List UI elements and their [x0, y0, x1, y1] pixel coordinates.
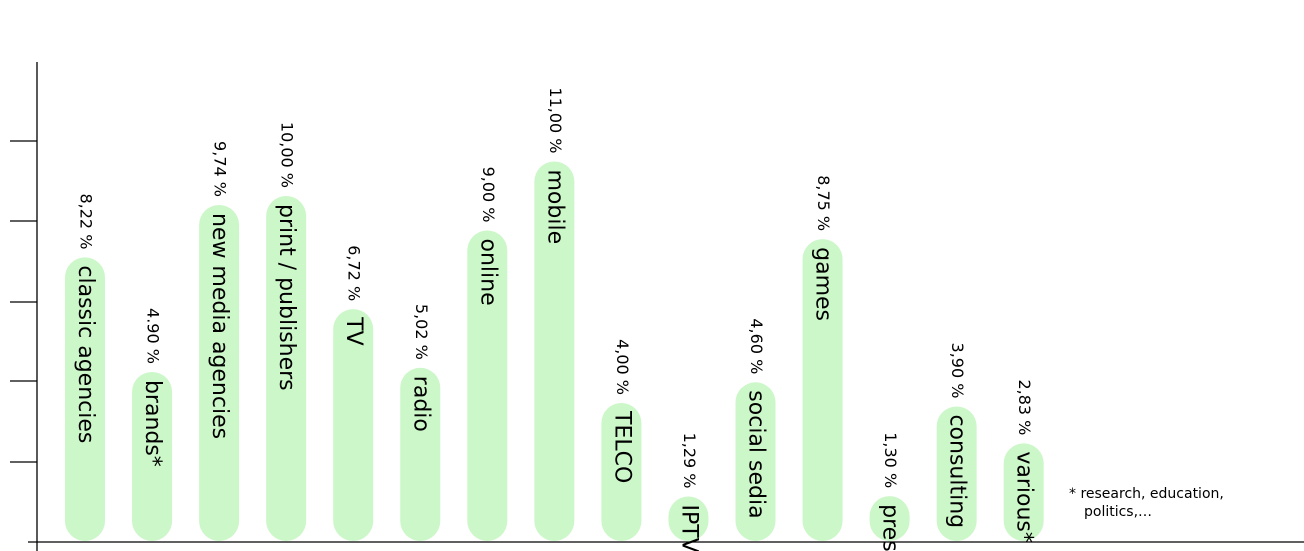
value-label: 11,00 %	[546, 87, 565, 153]
bar	[668, 496, 709, 541]
bar-group: TV 6,72 %	[333, 245, 374, 541]
bar	[266, 196, 307, 541]
value-label: 2,83 %	[1015, 379, 1034, 435]
category-label: games	[811, 247, 836, 321]
value-label: 10,00 %	[278, 122, 297, 188]
bar	[199, 204, 240, 541]
bar	[333, 309, 374, 541]
bar	[601, 403, 642, 541]
category-label: TELCO	[609, 410, 634, 483]
footnote-line-2: politics,…	[1084, 504, 1153, 520]
category-label: various*	[1012, 451, 1037, 543]
value-label: 4,00 %	[613, 339, 632, 395]
value-label: 1,29 %	[680, 433, 699, 489]
bar-group: consulting 3,90 %	[936, 343, 977, 541]
bar-group: TELCO 4,00 %	[601, 339, 642, 541]
bar-group: radio 5,02 %	[400, 304, 441, 541]
value-label: 8,22 %	[77, 193, 96, 249]
bar-group: brands* 4.90 %	[132, 308, 173, 541]
bar	[1003, 443, 1044, 541]
bar	[467, 230, 508, 541]
bar-group: IPTV 1,29 %	[668, 433, 709, 551]
bar	[534, 161, 575, 541]
footnote-line-1: * research, education,	[1069, 486, 1224, 502]
value-label: 4.90 %	[144, 308, 163, 364]
category-label: new media agencies	[207, 213, 232, 439]
bar	[132, 371, 173, 541]
bar	[802, 239, 843, 541]
category-label: radio	[408, 376, 433, 432]
bar	[65, 257, 105, 541]
bar	[735, 382, 776, 541]
value-label: 8,75 %	[814, 175, 833, 231]
category-label: press	[878, 504, 903, 551]
bar	[400, 367, 441, 541]
bar-group: mobile 11,00 %	[534, 87, 575, 541]
value-label: 9,74 %	[211, 141, 230, 197]
category-label: IPTV	[676, 504, 701, 551]
bar-group: social sedia 4,60 %	[735, 318, 776, 541]
bar-group: classic agencies 8,22 %	[65, 193, 105, 541]
value-label: 5,02 %	[412, 304, 431, 360]
value-label: 1,30 %	[881, 432, 900, 488]
bar	[869, 496, 910, 541]
bar	[936, 406, 977, 541]
category-label: brands*	[140, 380, 165, 467]
category-label: mobile	[542, 170, 567, 245]
category-label: online	[475, 239, 500, 306]
value-label: 9,00 %	[479, 167, 498, 223]
bar-group: various* 2,83 %	[1003, 379, 1044, 543]
bar-group: print / publishers 10,00 %	[266, 122, 307, 541]
value-label: 6,72 %	[345, 245, 364, 301]
category-label: classic agencies	[73, 265, 98, 443]
value-label: 4,60 %	[747, 318, 766, 374]
category-label: TV	[341, 316, 366, 346]
category-label: social sedia	[744, 390, 769, 518]
bar-group: new media agencies 9,74 %	[199, 141, 240, 541]
footnote: * research, education, politics,…	[1069, 485, 1299, 521]
category-label: consulting	[945, 414, 970, 528]
category-label: print / publishers	[274, 204, 299, 391]
bar-group: online 9,00 %	[467, 167, 508, 541]
bar-group: games 8,75 %	[802, 175, 843, 541]
bar-group: press 1,30 %	[869, 432, 910, 551]
value-label: 3,90 %	[948, 343, 967, 399]
